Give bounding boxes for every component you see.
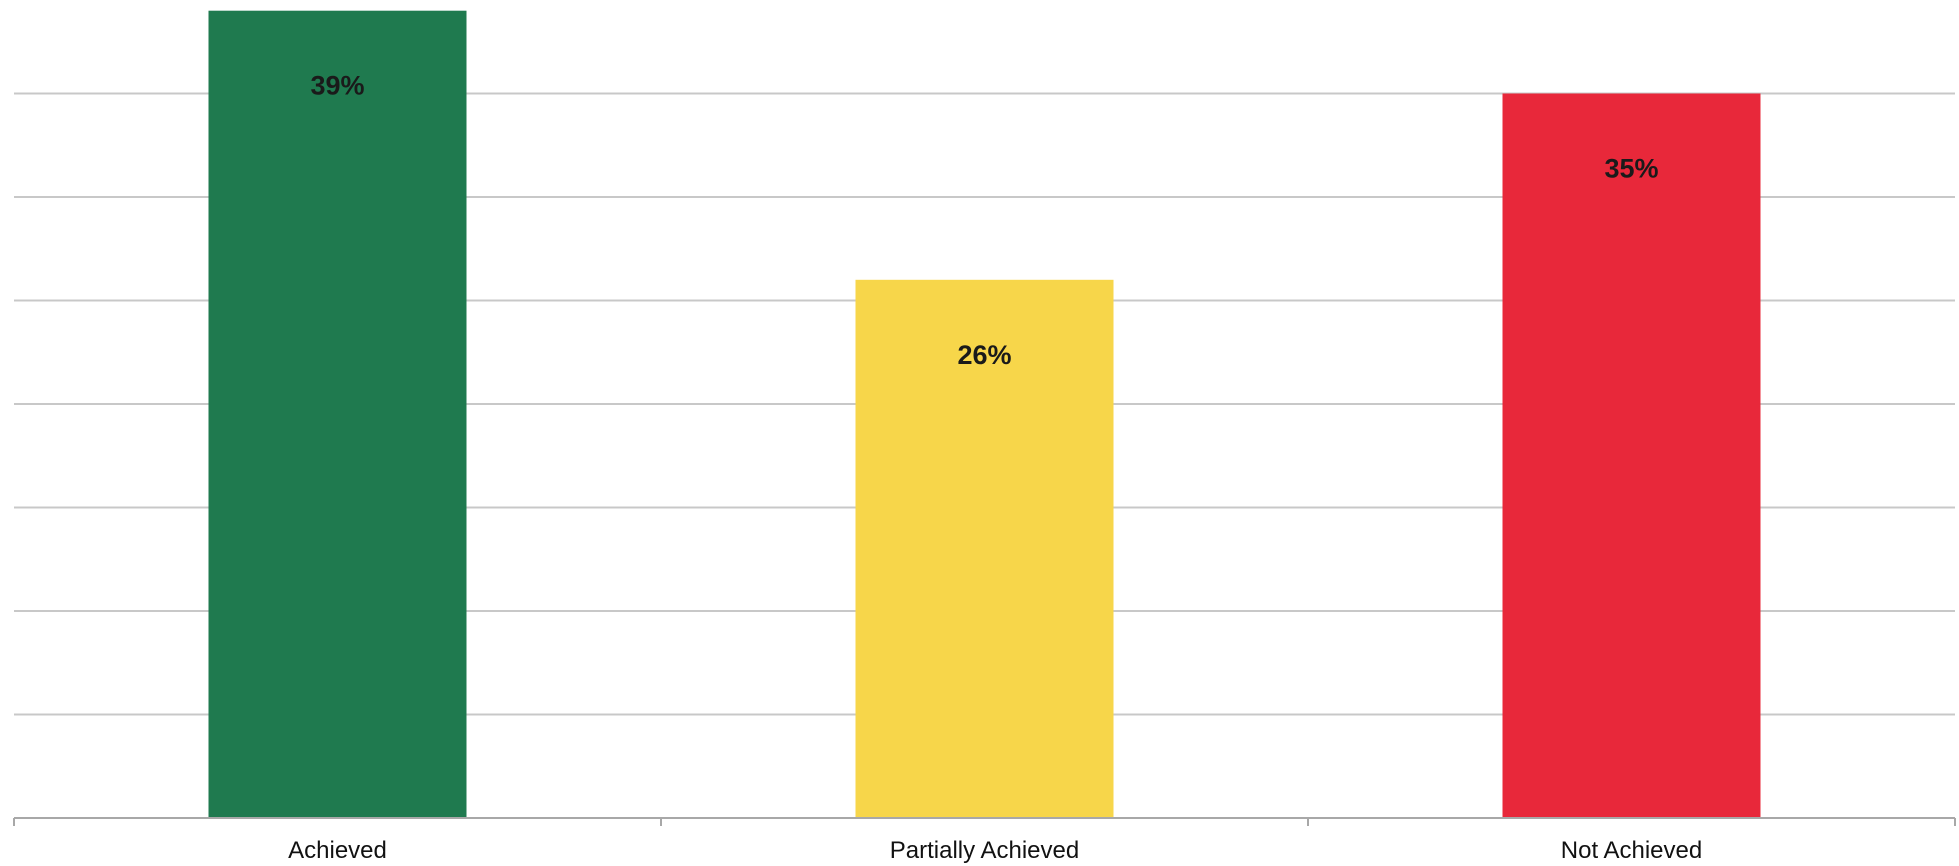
bar-partially-achieved	[855, 279, 1114, 818]
data-label: 26%	[957, 340, 1011, 370]
data-label: 35%	[1604, 154, 1658, 184]
category-labels: Achieved Partially Achieved Not Achieved	[288, 837, 1702, 864]
data-labels: 39% 26% 35%	[310, 71, 1658, 370]
category-label: Achieved	[288, 837, 387, 864]
category-label: Not Achieved	[1561, 837, 1702, 864]
x-axis	[13, 817, 1956, 826]
bars	[208, 10, 1761, 818]
category-label: Partially Achieved	[890, 837, 1079, 864]
data-label: 39%	[310, 71, 364, 101]
bar-achieved	[208, 10, 467, 818]
bar-not-achieved	[1502, 93, 1761, 818]
